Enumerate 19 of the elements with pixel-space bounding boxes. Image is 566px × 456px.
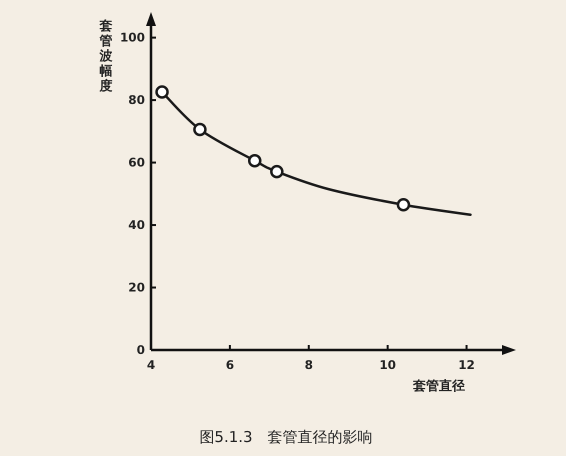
x-tick-label: 10 bbox=[379, 358, 396, 372]
y-tick-label: 80 bbox=[128, 93, 145, 108]
point bbox=[248, 154, 262, 168]
y-tick-label: 0 bbox=[136, 343, 145, 357]
point bbox=[155, 85, 169, 99]
text: 图5.1.3 套管直径的影响 bbox=[199, 428, 373, 446]
x-tick-label: 12 bbox=[458, 358, 475, 372]
x-axis-title: 套管直径 bbox=[412, 379, 465, 394]
y-tick-label: 100 bbox=[120, 30, 145, 45]
x-tick-label: 4 bbox=[146, 358, 156, 372]
point bbox=[270, 164, 284, 178]
y-tick-label: 40 bbox=[128, 218, 145, 232]
x-tick-label: 8 bbox=[304, 358, 313, 372]
y-axis-title: 套管波幅度 bbox=[98, 19, 114, 94]
x-tick-label: 6 bbox=[226, 358, 234, 372]
point bbox=[396, 198, 410, 212]
point bbox=[193, 122, 207, 136]
y-tick-label: 20 bbox=[128, 280, 145, 295]
y-tick-label: 60 bbox=[128, 156, 145, 170]
